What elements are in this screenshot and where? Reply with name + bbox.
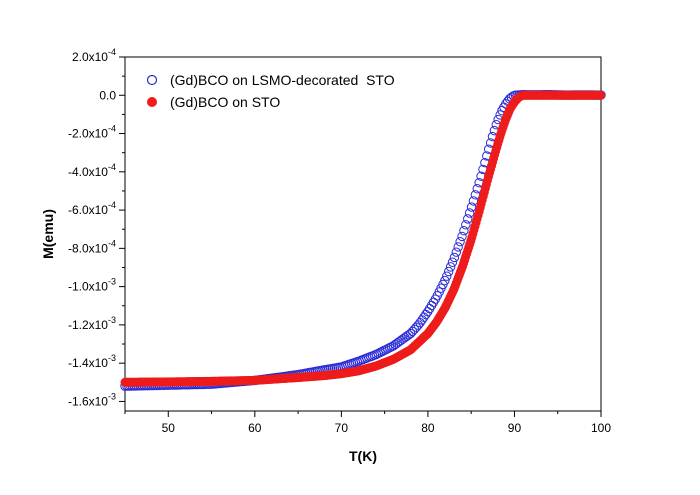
y-tick-label: 0.0 bbox=[99, 88, 116, 102]
data-point bbox=[451, 247, 461, 257]
data-point bbox=[445, 262, 456, 272]
y-tick-label: -2.0x10-4 bbox=[68, 124, 116, 141]
x-tick-label: 90 bbox=[508, 421, 522, 435]
data-point bbox=[470, 190, 481, 200]
x-axis-title: T(K) bbox=[349, 448, 377, 464]
data-point bbox=[447, 257, 458, 267]
y-tick-label: -1.6x10-3 bbox=[68, 391, 116, 408]
data-point bbox=[463, 214, 473, 224]
data-point bbox=[443, 266, 454, 277]
series-sto bbox=[120, 90, 606, 387]
y-axis-title: M(emu) bbox=[40, 209, 56, 259]
data-point bbox=[424, 303, 435, 314]
x-tick-label: 60 bbox=[248, 421, 262, 435]
legend-label-sto: (Gd)BCO on STO bbox=[170, 94, 280, 110]
data-point bbox=[426, 300, 437, 311]
y-tick-label: -4.0x10-4 bbox=[68, 162, 116, 179]
y-tick-label: -1.2x10-3 bbox=[68, 315, 116, 332]
data-point bbox=[457, 231, 467, 242]
data-point bbox=[440, 275, 450, 286]
x-tick-label: 100 bbox=[591, 421, 611, 435]
x-tick-label: 50 bbox=[162, 421, 176, 435]
x-tick-label: 80 bbox=[421, 421, 435, 435]
legend-marker-lsmo bbox=[146, 74, 158, 86]
series-lsmo-decorated-sto bbox=[120, 90, 606, 391]
data-point bbox=[596, 90, 606, 100]
legend-label-lsmo: (Gd)BCO on LSMO-decorated STO bbox=[170, 72, 395, 88]
data-point bbox=[453, 242, 463, 252]
data-point bbox=[466, 202, 477, 212]
y-tick-label: 2.0x10-4 bbox=[72, 47, 116, 64]
data-point bbox=[459, 225, 469, 236]
data-point bbox=[468, 196, 479, 206]
y-tick-label: -1.0x10-3 bbox=[68, 277, 116, 294]
legend-marker-sto bbox=[147, 97, 157, 107]
data-point bbox=[461, 220, 471, 230]
series-layer bbox=[120, 90, 606, 391]
legend: (Gd)BCO on LSMO-decorated STO (Gd)BCO on… bbox=[146, 72, 395, 110]
data-point bbox=[455, 236, 465, 247]
data-point bbox=[449, 252, 460, 263]
y-tick-label: -6.0x10-4 bbox=[68, 200, 116, 217]
y-tick-labels: 2.0x10-4 0.0 -2.0x10-4 -4.0x10-4 -6.0x10-4 -8… bbox=[68, 47, 116, 408]
x-tick-label: 70 bbox=[335, 421, 349, 435]
y-tick-label: -1.4x10-3 bbox=[68, 353, 116, 370]
plot-frame bbox=[124, 56, 602, 412]
data-point bbox=[442, 271, 452, 281]
data-point bbox=[464, 208, 475, 218]
x-tick-labels: 50 60 70 80 90 100 bbox=[162, 421, 612, 435]
y-tick-label: -8.0x10-4 bbox=[68, 238, 116, 255]
axis-ticks bbox=[119, 56, 602, 417]
